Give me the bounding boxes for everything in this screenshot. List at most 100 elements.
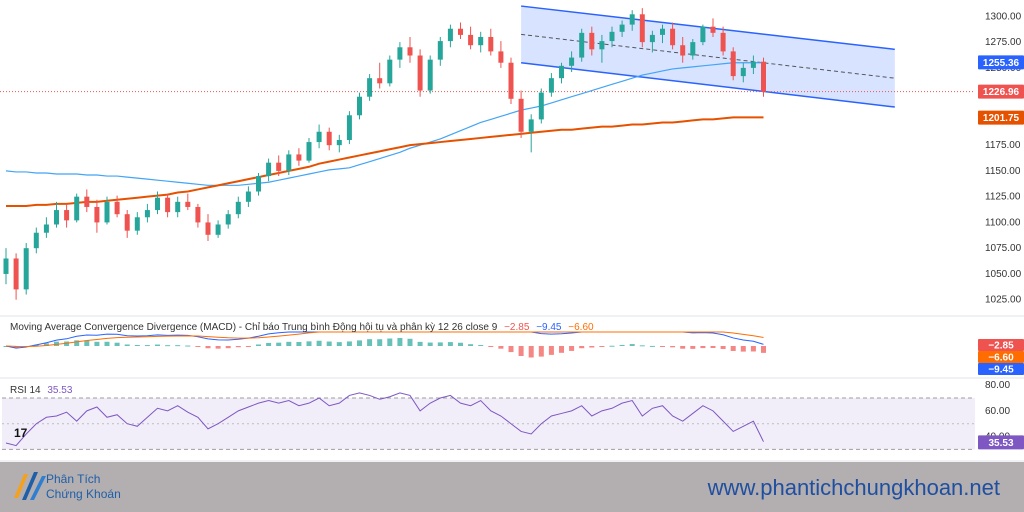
macd-histogram-bar [377, 339, 383, 346]
ma50-line [5, 62, 764, 186]
candle-body [478, 36, 484, 46]
candle-body [13, 258, 19, 290]
macd-histogram-bar [700, 346, 706, 349]
y-tick-label: 1075.00 [985, 243, 1022, 254]
macd-line [5, 331, 764, 349]
footer-banner [0, 462, 1024, 512]
macd-histogram-bar [397, 337, 403, 346]
candle-body [660, 28, 665, 35]
candle-body [700, 26, 706, 43]
candle-body [266, 162, 272, 177]
macd-histogram-bar [579, 346, 585, 349]
macd-histogram-bar [104, 341, 110, 346]
macd-histogram-bar [165, 345, 171, 347]
candle-body [336, 140, 342, 146]
candle-body [225, 214, 231, 225]
brand-name-line2: Chứng Khoán [46, 487, 121, 501]
macd-histogram-bar [266, 342, 272, 346]
price-badge [978, 55, 1024, 70]
macd-histogram-bar [84, 340, 90, 346]
candle-body [367, 78, 373, 97]
candle-body [720, 32, 726, 52]
candle-body [680, 45, 686, 56]
macd-histogram-bar [518, 346, 524, 356]
macd-histogram-bar [215, 346, 221, 349]
y-tick-label: 1300.00 [985, 11, 1022, 22]
candle-body [144, 210, 150, 218]
candle-body [185, 201, 191, 207]
candle-body [579, 32, 585, 58]
y-tick-label: 1175.00 [985, 140, 1021, 151]
rsi-legend-value: 35.53 [47, 385, 73, 396]
candle-body [670, 28, 676, 46]
macd-histogram-bar [134, 344, 140, 346]
candle-body [599, 41, 605, 50]
macd-histogram-bar [437, 342, 443, 346]
macd-histogram-bar [639, 345, 645, 347]
macd-badge-label: −6.60 [988, 353, 1014, 364]
macd-histogram-bar [559, 346, 564, 353]
macd-histogram-bar [660, 346, 665, 347]
macd-histogram-bar [458, 342, 463, 346]
macd-histogram-bar [750, 346, 756, 352]
rsi-tick-label: 80.00 [985, 380, 1010, 391]
rsi-legend: RSI 14 35.53 [10, 385, 72, 396]
macd-histogram-bar [124, 344, 130, 346]
macd-histogram-bar [407, 338, 413, 346]
macd-legend-title: Moving Average Convergence Divergence (M… [10, 322, 498, 333]
candle-body [761, 61, 766, 92]
brand-name-line1: Phân Tích [46, 472, 101, 486]
candle-body [54, 210, 59, 225]
rsi-badge [978, 435, 1024, 450]
macd-badge-label: −9.45 [988, 365, 1014, 376]
candle-body [286, 154, 292, 171]
y-tick-label: 1275.00 [985, 37, 1022, 48]
candle-body [569, 57, 575, 66]
candle-body [407, 47, 413, 56]
candle-body [710, 26, 716, 33]
rsi-tick-label: 60.00 [985, 406, 1010, 417]
candle-body [508, 62, 514, 99]
macd-histogram-bar [357, 340, 362, 346]
macd-histogram-bar [336, 342, 342, 346]
candle-body [639, 14, 645, 43]
macd-histogram-bar [447, 342, 453, 346]
y-tick-label: 1100.00 [985, 217, 1021, 228]
macd-histogram-bar [367, 339, 373, 346]
candle-body [256, 176, 261, 192]
macd-histogram-bar [690, 346, 696, 349]
macd-histogram-bar [185, 345, 191, 347]
candle-body [690, 42, 696, 56]
price-badge-label: 1201.75 [983, 113, 1020, 124]
macd-legend-signal: −6.60 [568, 322, 594, 333]
candle-body [134, 217, 140, 231]
macd-histogram-bar [256, 344, 261, 346]
rsi-badge-label: 35.53 [988, 438, 1013, 449]
candle-body [357, 96, 362, 116]
candle-body [750, 61, 756, 68]
candle-body [518, 98, 524, 132]
chart-area: 1300.001275.001250.001225.001200.001175.… [0, 5, 1024, 462]
candle-body [397, 47, 403, 60]
site-url-link[interactable]: www.phantichchungkhoan.net [707, 475, 1000, 500]
candle-body [155, 197, 160, 211]
candle-body [528, 119, 534, 132]
candle-body [245, 191, 251, 202]
candle-body [43, 224, 49, 233]
macd-badge [978, 351, 1024, 363]
macd-histogram-bar [114, 342, 120, 346]
macd-histogram-bar [276, 342, 282, 346]
y-tick-label: 1125.00 [985, 192, 1021, 203]
macd-histogram-bar [155, 344, 160, 346]
macd-histogram-bar [225, 346, 231, 349]
candle-body [346, 115, 352, 140]
macd-histogram-bar [235, 346, 241, 348]
candle-body [124, 214, 130, 231]
candle-body [84, 196, 90, 207]
macd-histogram-bar [195, 346, 201, 347]
price-badge [978, 84, 1024, 99]
macd-histogram-bar [498, 346, 504, 349]
y-tick-label: 1050.00 [985, 269, 1022, 280]
candle-body [316, 131, 322, 143]
macd-histogram-bar [74, 340, 80, 346]
